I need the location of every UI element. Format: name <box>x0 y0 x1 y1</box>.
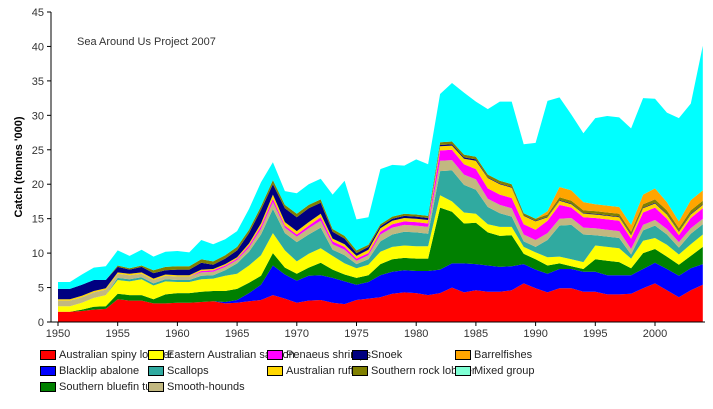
legend-swatch <box>40 350 56 360</box>
legend-item: Scallops <box>148 365 209 377</box>
legend-item: Eastern Australian salmon <box>148 349 295 361</box>
x-tick-label: 1955 <box>105 328 129 340</box>
legend-item: Smooth-hounds <box>148 381 245 393</box>
legend-label: Southern bluefin tuna <box>59 381 164 393</box>
legend-label: Australian ruff <box>286 365 354 377</box>
x-tick-label: 1980 <box>404 328 428 340</box>
x-tick-label: 1975 <box>344 328 368 340</box>
legend-swatch <box>267 350 283 360</box>
legend-swatch <box>148 366 164 376</box>
legend-item: Australian spiny lobster <box>40 349 173 361</box>
y-tick-label: 25 <box>32 145 44 157</box>
y-tick-label: 45 <box>32 7 44 19</box>
legend-label: Eastern Australian salmon <box>167 349 295 361</box>
x-tick-label: 1970 <box>285 328 309 340</box>
y-tick-label: 15 <box>32 214 44 226</box>
legend-label: Smooth-hounds <box>167 381 245 393</box>
area-smooth-hounds <box>58 160 703 307</box>
legend-label: Southern rock lobster <box>371 365 476 377</box>
x-tick-label: 2000 <box>643 328 667 340</box>
y-tick-label: 10 <box>32 248 44 260</box>
legend-swatch <box>455 366 471 376</box>
legend-item: Barrelfishes <box>455 349 532 361</box>
legend-label: Snoek <box>371 349 403 361</box>
y-tick-label: 0 <box>38 317 44 329</box>
legend-swatch <box>352 350 368 360</box>
chart-annotation: Sea Around Us Project 2007 <box>77 36 216 48</box>
x-tick-label: 1995 <box>583 328 607 340</box>
area-blacklip-abalone <box>58 262 703 312</box>
y-tick-label: 30 <box>32 110 44 122</box>
legend-item: Penaeus shrimps <box>267 349 371 361</box>
legend-label: Mixed group <box>474 365 535 377</box>
legend-item: Southern bluefin tuna <box>40 381 164 393</box>
x-tick-label: 1965 <box>225 328 249 340</box>
y-tick-label: 40 <box>32 41 44 53</box>
legend-swatch <box>148 350 164 360</box>
legend-label: Penaeus shrimps <box>286 349 371 361</box>
area-mixed-group <box>58 45 703 289</box>
axes: 0 5 10 15 20 25 30 35 40 45 1950 1955 1960 1965 1970 19… <box>32 7 705 340</box>
legend-item: Snoek <box>352 349 402 361</box>
x-tick-label: 1985 <box>464 328 488 340</box>
legend-label: Blacklip abalone <box>59 365 140 377</box>
y-tick-label: 5 <box>38 283 44 295</box>
legend-swatch <box>148 382 164 392</box>
y-axis-label: Catch (tonnes '000) <box>13 116 25 217</box>
area-eastern-australian-salmon <box>58 195 703 312</box>
x-tick-label: 1990 <box>523 328 547 340</box>
y-tick-label: 20 <box>32 179 44 191</box>
x-tick-label: 1960 <box>165 328 189 340</box>
legend-swatch <box>352 366 368 376</box>
area-australian-spiny-lobster <box>58 283 703 322</box>
x-tick-label: 1950 <box>46 328 70 340</box>
area-layers <box>58 45 703 322</box>
legend-item: Southern rock lobster <box>352 365 476 377</box>
legend-item: Australian ruff <box>267 365 354 377</box>
area-scallops <box>58 170 703 307</box>
legend-label: Australian spiny lobster <box>59 349 173 361</box>
legend-swatch <box>455 350 471 360</box>
legend-swatch <box>267 366 283 376</box>
legend-item: Blacklip abalone <box>40 365 139 377</box>
y-tick-label: 35 <box>32 76 44 88</box>
legend-item: Mixed group <box>455 365 535 377</box>
legend-label: Scallops <box>167 365 209 377</box>
legend-swatch <box>40 366 56 376</box>
legend-swatch <box>40 382 56 392</box>
legend-label: Barrelfishes <box>474 349 533 361</box>
